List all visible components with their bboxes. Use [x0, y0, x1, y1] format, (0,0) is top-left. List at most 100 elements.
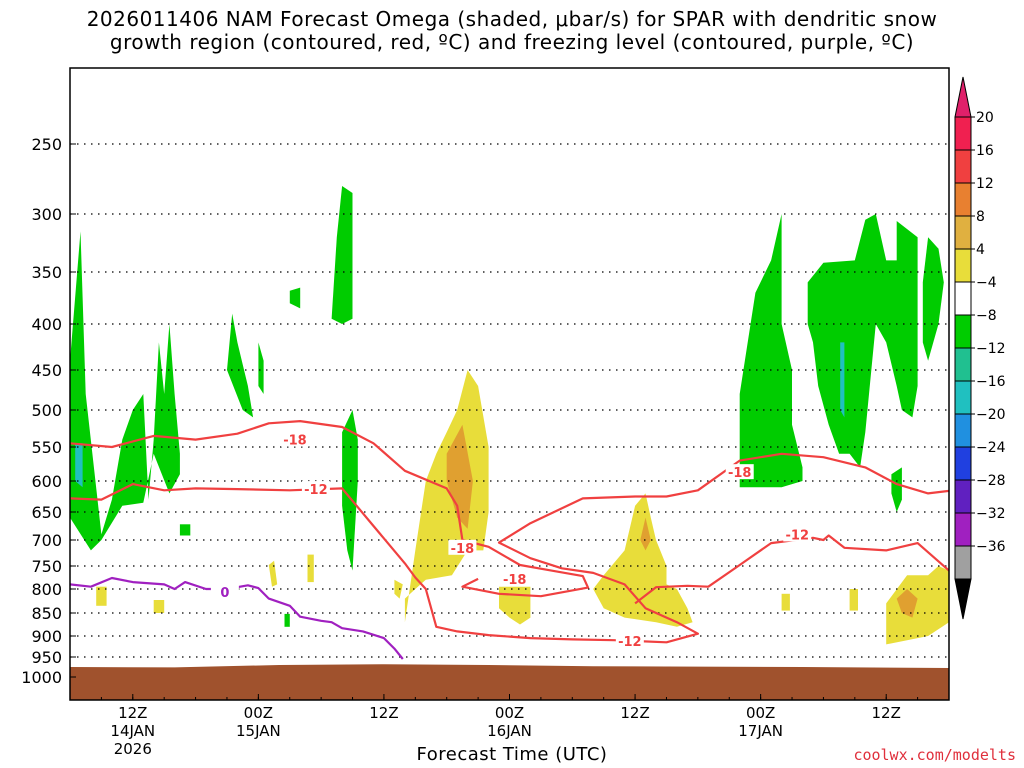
contour-label-4: -12: [618, 635, 642, 650]
x-tick-date-3-0: 16JAN: [487, 722, 532, 740]
colorbar-label-4: 4: [976, 242, 985, 258]
omega-region-9: [807, 214, 918, 468]
contour-label-bg-6: [783, 526, 812, 542]
omega-region-3: [227, 313, 254, 418]
colorbar-label-0: 20: [976, 110, 994, 126]
x-tick-label-6: 12Z: [872, 704, 901, 722]
omega-region-6: [179, 524, 191, 536]
colorbar-bottom-arrow: [954, 578, 972, 620]
y-tick-label-300: 300: [31, 205, 62, 224]
omega-region-18: [640, 517, 651, 551]
omega-region-2: [289, 287, 301, 309]
omega-region-4: [258, 342, 264, 394]
omega-region-0: [70, 231, 180, 551]
colorbar-band-3: [954, 215, 972, 250]
omega-region-23: [268, 560, 278, 587]
colorbar-band-1: [954, 149, 972, 184]
omega-region-20: [896, 589, 918, 618]
colorbar-band-7: [954, 347, 972, 382]
colorbar-label-3: 8: [976, 209, 985, 225]
colorbar-label-13: −36: [976, 539, 1006, 555]
colorbar-band-6: [954, 314, 972, 349]
omega-region-5: [342, 410, 358, 571]
title-line-1: 2026011406 NAM Forecast Omega (shaded, μ…: [86, 7, 938, 31]
omega-region-14: [404, 370, 489, 623]
colorbar-band-0: [954, 116, 972, 151]
colorbar-band-13: [954, 545, 972, 580]
contour-label-6: -12: [786, 528, 810, 543]
contour-label-bg-1: [301, 481, 330, 497]
omega-region-24: [307, 554, 314, 583]
x-tick-date-0-1: 2026: [114, 740, 152, 758]
colorbar-band-4: [954, 248, 972, 283]
x-tick-label-2: 12Z: [369, 704, 398, 722]
x-tick-label-0: 12Z: [118, 704, 147, 722]
colorbar-top-arrow: [954, 76, 972, 118]
omega-region-26: [781, 593, 790, 611]
omega-region-13: [840, 342, 845, 418]
y-tick-label-750: 750: [31, 557, 62, 576]
omega-region-8: [739, 214, 803, 488]
omega-region-7: [284, 613, 290, 627]
y-tick-label-1000: 1000: [21, 668, 62, 687]
contour-label-bg-5: [725, 464, 754, 480]
colorbar-label-12: −32: [976, 506, 1006, 522]
contour-label-0: -18: [283, 434, 307, 449]
y-tick-label-500: 500: [31, 401, 62, 420]
omega-region-15: [446, 424, 473, 529]
credit-link[interactable]: coolwx.com/modelts: [853, 746, 1016, 764]
colorbar-band-12: [954, 512, 972, 547]
omega-region-22: [153, 600, 165, 613]
colorbar-band-9: [954, 413, 972, 448]
colorbar-band-10: [954, 446, 972, 481]
y-tick-label-700: 700: [31, 531, 62, 550]
x-tick-date-5-0: 17JAN: [738, 722, 783, 740]
title-line-2: growth region (contoured, red, ºC) and f…: [109, 30, 915, 54]
colorbar-label-1: 16: [976, 143, 994, 159]
contour-label-bg-7: [210, 583, 239, 599]
x-tick-label-4: 12Z: [620, 704, 649, 722]
omega-region-12: [75, 443, 83, 488]
contour-label-bg-0: [280, 431, 309, 447]
contour-label-1: -12: [304, 483, 328, 498]
omega-region-21: [96, 586, 107, 606]
y-tick-label-400: 400: [31, 315, 62, 334]
colorbar-band-2: [954, 182, 972, 217]
colorbar-band-5: [954, 281, 972, 316]
y-tick-label-350: 350: [31, 263, 62, 282]
y-tick-label-600: 600: [31, 472, 62, 491]
colorbar-label-11: −28: [976, 473, 1006, 489]
contour-label-7: 0: [220, 586, 229, 601]
colorbar-band-11: [954, 479, 972, 514]
colorbar-band-8: [954, 380, 972, 415]
colorbar-label-10: −24: [976, 440, 1006, 456]
x-tick-date-1-0: 15JAN: [236, 722, 281, 740]
y-tick-label-850: 850: [31, 604, 62, 623]
contour-label-5: -18: [728, 466, 752, 481]
terrain-ground: [70, 664, 949, 700]
y-tick-label-650: 650: [31, 503, 62, 522]
contour-4: [948, 659, 949, 661]
colorbar-label-7: −12: [976, 341, 1006, 357]
omega-region-11: [891, 467, 902, 512]
x-axis-title: Forecast Time (UTC): [416, 744, 608, 765]
omega-region-27: [849, 589, 858, 611]
omega-region-16: [499, 586, 531, 625]
y-tick-label-900: 900: [31, 627, 62, 646]
x-tick-label-1: 00Z: [244, 704, 273, 722]
colorbar-label-2: 12: [976, 176, 994, 192]
colorbar-label-6: −8: [976, 308, 997, 324]
contour-1: [634, 534, 949, 605]
colorbar-label-9: −20: [976, 407, 1006, 423]
colorbar-label-5: −4: [976, 275, 997, 291]
contour-3: [70, 576, 404, 660]
colorbar-label-8: −16: [976, 374, 1006, 390]
y-tick-label-250: 250: [31, 135, 62, 154]
omega-region-25: [394, 579, 403, 599]
y-tick-label-800: 800: [31, 580, 62, 599]
contour-2: [70, 420, 590, 598]
contour-label-3: -18: [503, 573, 527, 588]
contour-label-bg-4: [615, 633, 644, 649]
y-tick-label-450: 450: [31, 361, 62, 380]
